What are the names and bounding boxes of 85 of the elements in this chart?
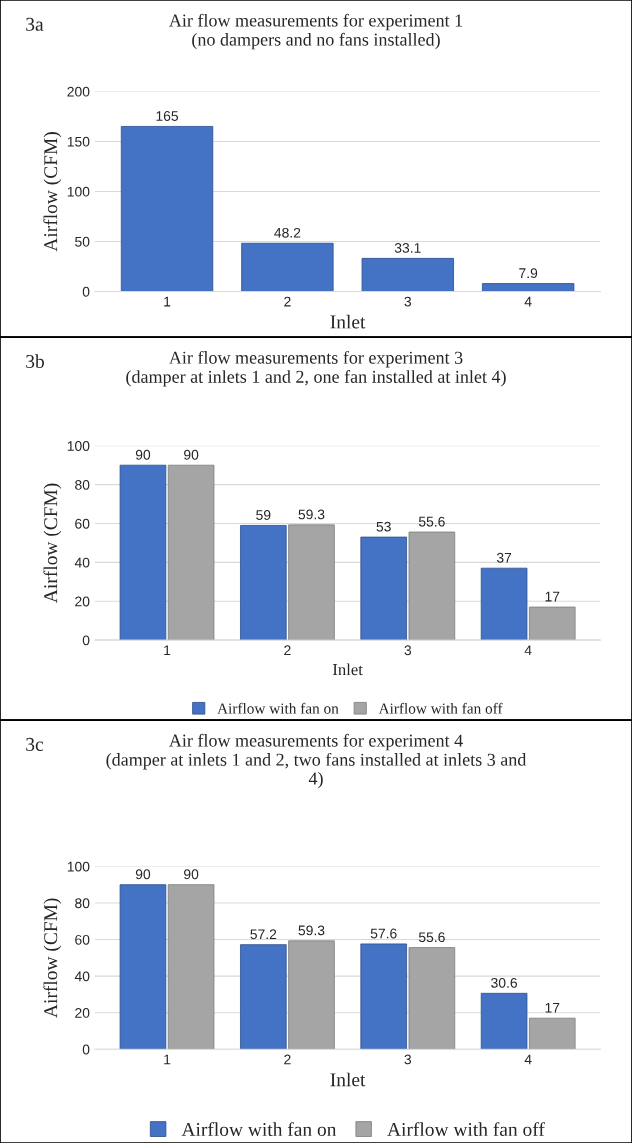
bar — [240, 944, 287, 1050]
y-tick-label: 0 — [82, 286, 90, 297]
x-tick-label: 1 — [164, 645, 171, 656]
x-tick-label: 1 — [164, 296, 171, 307]
y-tick-label: 50 — [75, 236, 90, 247]
bar — [119, 884, 167, 1050]
y-tick-label: 0 — [82, 1044, 90, 1055]
data-label: 17 — [545, 1002, 560, 1013]
x-tick-label: 4 — [524, 1054, 532, 1065]
y-tick-label: 40 — [74, 971, 90, 982]
data-label: 37 — [496, 552, 512, 563]
data-label: 90 — [184, 449, 199, 460]
bar — [482, 283, 575, 292]
chart-title: Air flow measurements for experiment 3 (damper at inlets 1 and 2, one fan installed at inlet 4) — [126, 350, 506, 387]
x-tick-label: 3 — [404, 645, 412, 656]
bar — [241, 242, 334, 292]
y-tick-label: 20 — [75, 1008, 90, 1018]
x-tick-label: 4 — [524, 296, 532, 307]
chart-title: Air flow measurements for experiment 1 (no dampers and no fans installed) — [169, 13, 463, 50]
data-label: 59 — [256, 510, 271, 520]
x-axis-title: Inlet — [332, 663, 363, 676]
data-label: 7.9 — [519, 268, 538, 279]
text: 3a — [26, 17, 44, 31]
legend-label: Airflow with fan off — [378, 702, 503, 714]
bar — [167, 884, 215, 1050]
bar — [120, 126, 214, 292]
x-tick-label: 2 — [284, 645, 291, 656]
x-tick-label: 2 — [284, 296, 291, 307]
bar — [528, 1017, 576, 1050]
bar — [361, 257, 454, 292]
data-label: 55.6 — [418, 932, 445, 943]
y-tick-label: 80 — [75, 898, 90, 909]
y-tick-label: 60 — [75, 934, 90, 945]
data-label: 30.6 — [491, 977, 517, 988]
chart-title: Air flow measurements for experiment 4 (damper at inlets 1 and 2, two fans installed at inlets 3 and 4) — [106, 733, 527, 789]
x-tick-label: 2 — [284, 1054, 291, 1065]
y-axis-title: Airflow (CFM) — [43, 898, 62, 1018]
x-tick-label: 1 — [164, 1054, 171, 1065]
legend-label: Airflow with fan off — [387, 1122, 545, 1137]
y-tick-label: 150 — [67, 136, 90, 147]
bar — [360, 943, 408, 1050]
y-tick-label: 80 — [75, 479, 90, 490]
data-label: 57.2 — [250, 929, 277, 940]
data-label: 17 — [545, 591, 560, 602]
y-tick-label: 20 — [75, 596, 90, 607]
y-tick-label: 100 — [67, 186, 90, 197]
bar — [480, 992, 528, 1050]
bar — [167, 464, 215, 641]
bar — [288, 524, 335, 641]
y-tick-label: 40 — [74, 557, 90, 568]
y-axis-title: Airflow (CFM) — [43, 483, 62, 603]
bar — [240, 525, 287, 641]
x-axis-title: Inlet — [330, 314, 366, 329]
data-label: 57.6 — [370, 928, 397, 939]
data-label: 48.2 — [274, 227, 301, 238]
y-tick-label: 0 — [82, 635, 90, 646]
text: 3c — [26, 737, 44, 751]
bar — [119, 464, 167, 641]
bar — [480, 567, 528, 641]
data-label: 55.6 — [418, 516, 445, 527]
text: 3b — [26, 354, 44, 369]
bar — [528, 606, 576, 641]
bar — [408, 531, 456, 641]
data-label: 33.1 — [394, 243, 421, 253]
data-label: 90 — [184, 869, 199, 880]
x-tick-label: 3 — [404, 296, 412, 307]
y-axis-title: Airflow (CFM) — [43, 132, 62, 252]
data-label: 90 — [135, 869, 151, 880]
data-label: 90 — [135, 449, 151, 460]
x-axis-title: Inlet — [330, 1072, 366, 1087]
y-tick-label: 100 — [67, 861, 90, 872]
bar — [360, 536, 408, 641]
bar — [408, 947, 456, 1050]
data-label: 59.3 — [298, 509, 325, 520]
data-label: 59.3 — [298, 925, 325, 936]
legend-label: Airflow with fan on — [181, 1122, 337, 1137]
data-label: 165 — [156, 111, 179, 121]
y-tick-label: 60 — [75, 518, 90, 529]
y-tick-label: 200 — [67, 86, 90, 97]
bar — [288, 940, 335, 1050]
data-label: 53 — [376, 521, 391, 532]
y-tick-label: 100 — [67, 441, 90, 451]
x-tick-label: 3 — [404, 1054, 412, 1065]
legend-label: Airflow with fan on — [217, 702, 339, 714]
x-tick-label: 4 — [524, 645, 532, 656]
